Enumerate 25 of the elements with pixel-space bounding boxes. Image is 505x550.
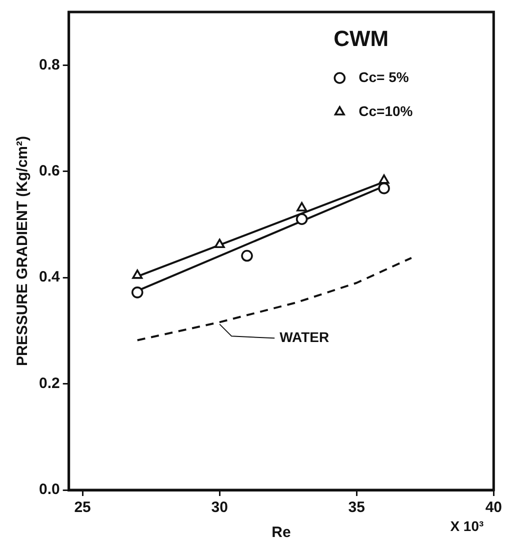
y-tick-label: 0.2 [38,374,60,392]
point [378,182,390,194]
y-tick-label: 0.6 [38,162,60,180]
point [378,174,390,184]
point [131,286,144,298]
x-tick-label: 25 [74,499,91,516]
y-tick-label: 0.8 [38,56,60,74]
point [132,270,143,279]
y-axis-title: PRESSURE GRADIENT (Kg/cm²) [14,136,32,366]
point [296,213,308,226]
x-tick-label: 30 [211,499,228,516]
legend-title: CWM [334,26,389,52]
text: X 10³ [450,518,484,534]
point [241,250,253,262]
annotation: WATER [280,329,330,346]
point [214,238,225,248]
line-series [136,256,412,342]
legend-label: Cc= 5% [358,68,410,85]
x-axis-title: Re [272,524,291,542]
x-tick-label: 35 [348,499,365,516]
legend-label: Cc=10% [358,102,414,119]
y-tick-label: 0.4 [38,268,60,286]
x-tick-label: 40 [485,499,502,516]
point [296,202,308,212]
y-tick-label: 0.0 [38,481,60,498]
